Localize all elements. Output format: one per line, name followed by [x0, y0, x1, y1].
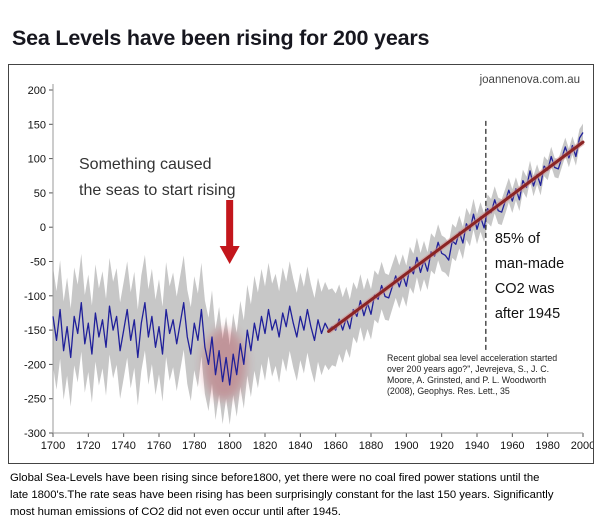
x-tick-label: 1760: [147, 440, 171, 452]
co2-note-line: after 1945: [495, 306, 560, 322]
sea-level-line: [52, 132, 584, 386]
y-tick-label: -250: [24, 394, 46, 406]
co2-note-line: man-made: [495, 256, 564, 272]
x-tick-label: 2000: [571, 440, 593, 452]
x-tick-label: 1920: [429, 440, 453, 452]
y-tick-label: -100: [24, 291, 46, 303]
y-tick-label: 100: [28, 154, 46, 166]
x-tick-label: 1720: [76, 440, 100, 452]
x-tick-label: 1700: [41, 440, 65, 452]
x-tick-label: 1840: [288, 440, 312, 452]
y-tick-label: 150: [28, 119, 46, 131]
x-tick-label: 1820: [253, 440, 277, 452]
x-tick-label: 1800: [217, 440, 241, 452]
watermark-text: joannenova.com.au: [479, 74, 580, 86]
x-tick-label: 1880: [359, 440, 383, 452]
caption-line: most human emissions of CO2 did not even…: [10, 506, 341, 519]
x-tick-label: 1860: [323, 440, 347, 452]
y-tick-label: -150: [24, 325, 46, 337]
arrow-note-line: the seas to start rising: [79, 182, 236, 199]
x-tick-label: 1740: [111, 440, 135, 452]
page-title: Sea Levels have been rising for 200 year…: [12, 26, 430, 51]
arrow-note-line: Something caused: [79, 156, 212, 173]
caption-line: late 1800's.The rate seas have been risi…: [10, 489, 554, 502]
citation-line: Recent global sea level acceleration sta…: [387, 353, 557, 363]
uncertainty-band: [53, 123, 583, 425]
red-down-arrow-icon: [219, 200, 240, 264]
y-tick-label: 0: [40, 222, 46, 234]
y-tick-label: 200: [28, 85, 46, 97]
sea-level-chart: 200 150 100 50 0 -50 -100 -150 -200 -250 -300 1700 1…: [8, 64, 595, 464]
x-tick-label: 1980: [535, 440, 559, 452]
citation-line: (2008), Geophys. Res. Lett., 35: [387, 386, 510, 396]
caption-line: Global Sea-Levels have been rising since…: [10, 472, 540, 484]
trend-line: [327, 140, 585, 333]
co2-note-line: 85% of: [495, 231, 541, 247]
chart-caption: Global Sea-Levels have been rising since…: [10, 470, 594, 521]
x-tick-label: 1900: [394, 440, 418, 452]
y-tick-label: -50: [30, 257, 46, 269]
co2-note-line: CO2 was: [495, 281, 555, 297]
citation-line: over 200 years ago?", Jevrejeva, S., J. …: [387, 364, 549, 374]
y-tick-label: -200: [24, 359, 46, 371]
x-tick-label: 1960: [500, 440, 524, 452]
x-tick-label: 1780: [182, 440, 206, 452]
y-tick-label: -300: [24, 428, 46, 440]
citation-line: Moore, A. Grinsted, and P. L. Woodworth: [387, 375, 546, 385]
y-tick-label: 50: [34, 188, 46, 200]
x-tick-label: 1940: [465, 440, 489, 452]
